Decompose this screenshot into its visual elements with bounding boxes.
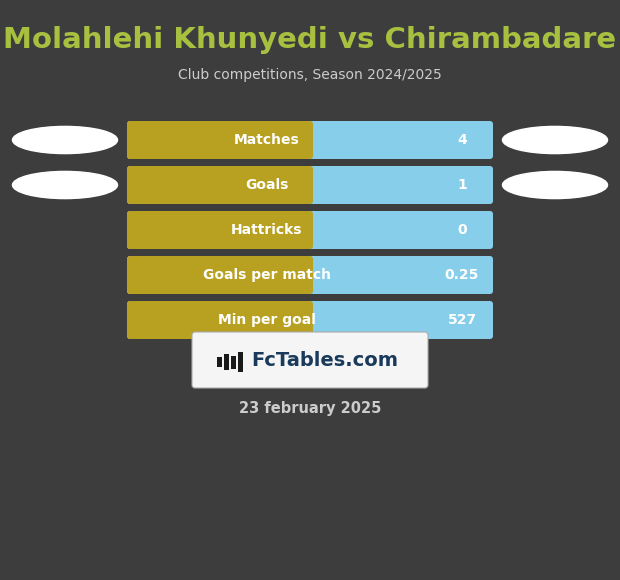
Bar <box>302 305 312 335</box>
Text: 1: 1 <box>457 178 467 192</box>
FancyBboxPatch shape <box>127 301 313 339</box>
Ellipse shape <box>12 126 118 154</box>
FancyBboxPatch shape <box>127 256 313 294</box>
FancyBboxPatch shape <box>127 121 313 159</box>
Text: 0.25: 0.25 <box>445 268 479 282</box>
FancyBboxPatch shape <box>127 301 493 339</box>
FancyBboxPatch shape <box>192 332 428 388</box>
Bar <box>302 170 312 200</box>
Bar <box>217 357 222 367</box>
Bar <box>238 352 243 372</box>
FancyBboxPatch shape <box>127 211 493 249</box>
Bar <box>302 260 312 290</box>
Text: 4: 4 <box>457 133 467 147</box>
Text: Min per goal: Min per goal <box>218 313 316 327</box>
Text: 23 february 2025: 23 february 2025 <box>239 401 381 415</box>
Bar <box>224 354 229 370</box>
Bar <box>231 356 236 368</box>
Bar <box>302 125 312 155</box>
Text: Club competitions, Season 2024/2025: Club competitions, Season 2024/2025 <box>178 68 442 82</box>
Ellipse shape <box>502 172 608 198</box>
FancyBboxPatch shape <box>127 256 493 294</box>
Ellipse shape <box>502 126 608 154</box>
Ellipse shape <box>12 172 118 198</box>
Text: Hattricks: Hattricks <box>231 223 303 237</box>
Text: Matches: Matches <box>234 133 299 147</box>
FancyBboxPatch shape <box>127 166 493 204</box>
FancyBboxPatch shape <box>127 211 313 249</box>
Text: 527: 527 <box>448 313 477 327</box>
Text: Goals per match: Goals per match <box>203 268 331 282</box>
Text: 0: 0 <box>457 223 467 237</box>
Text: FcTables.com: FcTables.com <box>252 350 399 369</box>
FancyBboxPatch shape <box>127 121 493 159</box>
FancyBboxPatch shape <box>127 166 313 204</box>
Text: Molahlehi Khunyedi vs Chirambadare: Molahlehi Khunyedi vs Chirambadare <box>4 26 616 54</box>
Bar <box>302 215 312 245</box>
Text: Goals: Goals <box>245 178 288 192</box>
